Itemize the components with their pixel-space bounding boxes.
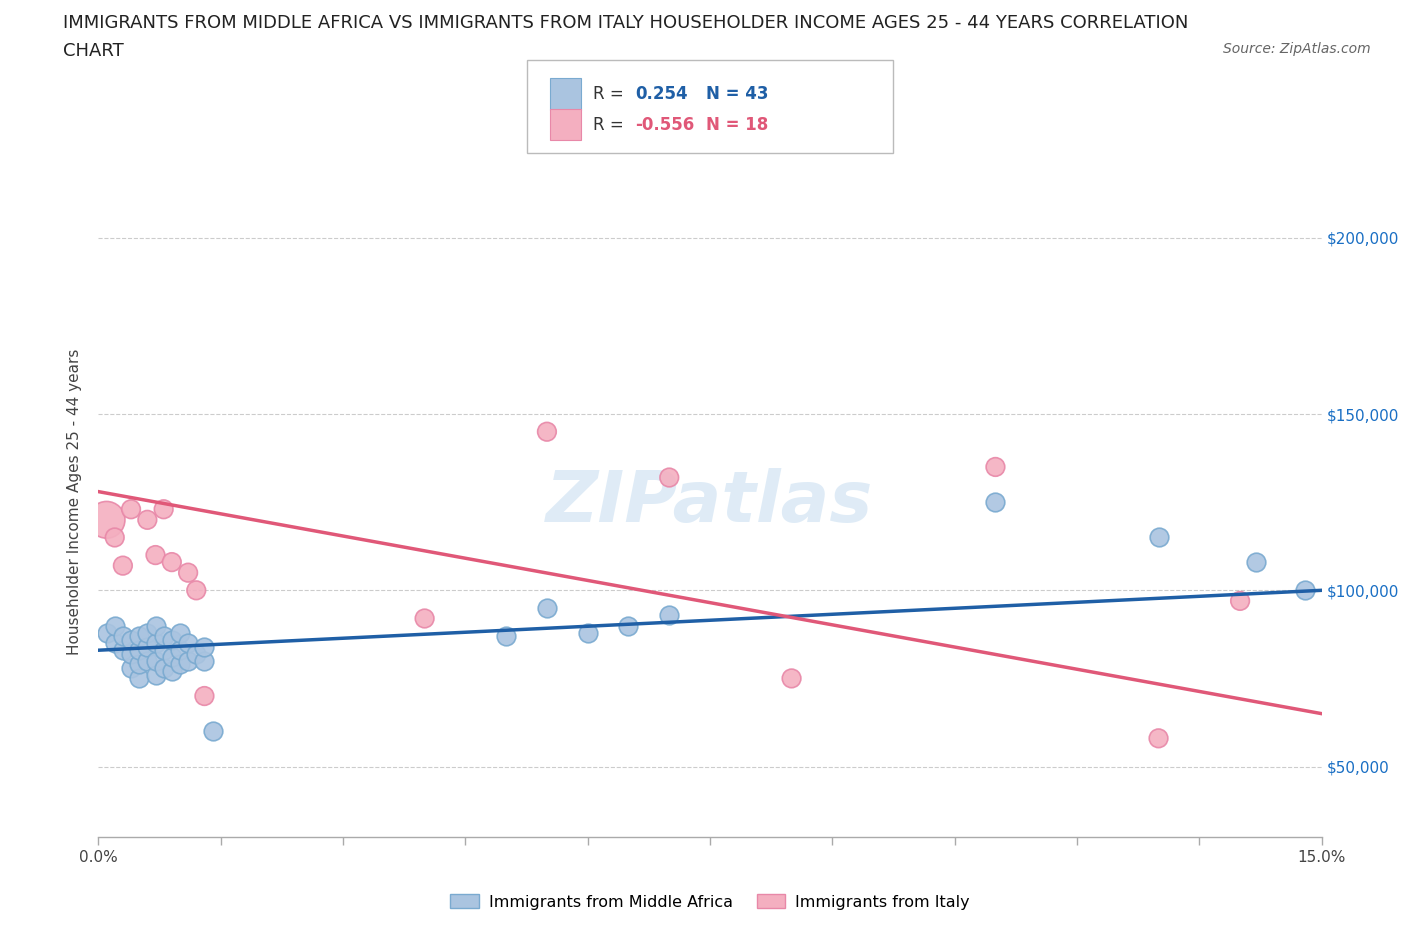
Text: R =: R =: [593, 85, 630, 103]
Point: [177, 565, 200, 580]
Point: [160, 554, 183, 569]
Point: [145, 618, 167, 633]
Point: [658, 470, 681, 485]
Point: [617, 618, 640, 633]
Point: [120, 502, 142, 517]
Point: [1147, 530, 1170, 545]
Text: ZIPatlas: ZIPatlas: [547, 468, 873, 537]
Point: [780, 671, 803, 685]
Text: N = 18: N = 18: [706, 115, 768, 134]
Point: [111, 629, 134, 644]
Point: [120, 632, 142, 647]
Point: [160, 664, 183, 679]
Point: [1246, 554, 1268, 569]
Text: 0.254: 0.254: [636, 85, 688, 103]
Point: [193, 654, 215, 669]
Point: [413, 611, 436, 626]
Point: [136, 512, 159, 527]
Point: [128, 629, 150, 644]
Point: [120, 646, 142, 661]
Point: [536, 424, 558, 439]
Point: [96, 625, 118, 640]
Point: [152, 629, 174, 644]
Point: [193, 639, 215, 654]
Point: [160, 632, 183, 647]
Point: [152, 502, 174, 517]
Point: [186, 646, 208, 661]
Point: [177, 654, 200, 669]
Point: [1229, 593, 1251, 608]
Legend: Immigrants from Middle Africa, Immigrants from Italy: Immigrants from Middle Africa, Immigrant…: [444, 887, 976, 916]
Point: [169, 643, 191, 658]
Point: [1147, 731, 1170, 746]
Point: [193, 688, 215, 703]
Text: CHART: CHART: [63, 42, 124, 60]
Point: [111, 558, 134, 573]
Point: [536, 601, 558, 616]
Point: [169, 625, 191, 640]
Point: [1294, 583, 1316, 598]
Point: [104, 618, 127, 633]
Point: [104, 530, 127, 545]
Point: [152, 660, 174, 675]
Point: [104, 636, 127, 651]
Y-axis label: Householder Income Ages 25 - 44 years: Householder Income Ages 25 - 44 years: [67, 349, 83, 656]
Point: [136, 625, 159, 640]
Point: [128, 657, 150, 671]
Point: [495, 629, 517, 644]
Point: [128, 671, 150, 685]
Point: [145, 654, 167, 669]
Point: [576, 625, 599, 640]
Point: [145, 668, 167, 683]
Point: [111, 643, 134, 658]
Point: [160, 650, 183, 665]
Point: [177, 636, 200, 651]
Point: [145, 636, 167, 651]
Text: N = 43: N = 43: [706, 85, 768, 103]
Text: IMMIGRANTS FROM MIDDLE AFRICA VS IMMIGRANTS FROM ITALY HOUSEHOLDER INCOME AGES 2: IMMIGRANTS FROM MIDDLE AFRICA VS IMMIGRA…: [63, 14, 1188, 32]
Text: R =: R =: [593, 115, 630, 134]
Point: [152, 643, 174, 658]
Point: [169, 657, 191, 671]
Point: [984, 459, 1007, 474]
Point: [201, 724, 224, 738]
Text: -0.556: -0.556: [636, 115, 695, 134]
Point: [186, 583, 208, 598]
Point: [96, 512, 118, 527]
Text: Source: ZipAtlas.com: Source: ZipAtlas.com: [1223, 42, 1371, 56]
Point: [120, 660, 142, 675]
Point: [658, 607, 681, 622]
Point: [136, 654, 159, 669]
Point: [145, 548, 167, 563]
Point: [128, 643, 150, 658]
Point: [136, 639, 159, 654]
Point: [984, 495, 1007, 510]
